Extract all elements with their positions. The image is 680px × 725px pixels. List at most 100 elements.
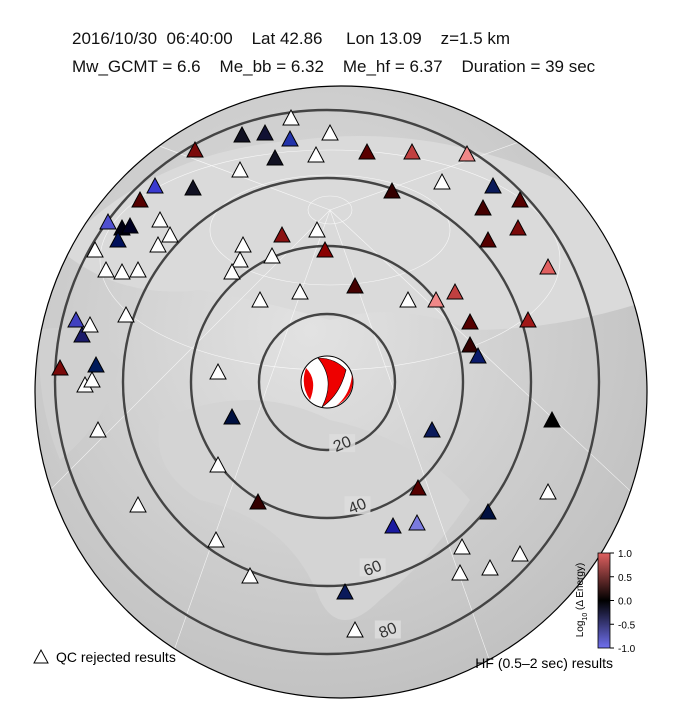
station [99, 212, 117, 230]
ring-label: 80 [377, 620, 400, 642]
ring-label: 40 [346, 495, 369, 517]
station [186, 140, 204, 158]
station [51, 358, 69, 376]
station [511, 190, 529, 208]
station [307, 145, 325, 163]
station [263, 246, 281, 264]
station [461, 335, 479, 353]
station [223, 262, 241, 280]
legend-qc-label: QC rejected results [56, 649, 176, 665]
ring-label-bg [344, 496, 371, 515]
station [423, 420, 441, 438]
ring-label: 20 [331, 433, 354, 455]
station [358, 142, 376, 160]
distance-ring [53, 108, 601, 656]
station [433, 172, 451, 190]
colorbar-label-sub: 10 [582, 613, 589, 621]
station [129, 495, 147, 513]
header-line1: 2016/10/30 06:40:00 Lat 42.86 Lon 13.09 … [72, 29, 510, 48]
colorbar: Log10 (Δ Energy) 1.0 0.5 0.0 -0.5 -1.0 [575, 549, 636, 655]
land [158, 400, 470, 620]
colorbar-tick-label: -1.0 [618, 644, 636, 655]
station [479, 502, 497, 520]
station [511, 544, 529, 562]
station [113, 262, 131, 280]
station [336, 582, 354, 600]
ring-label-bg [374, 620, 401, 639]
station [81, 315, 99, 333]
ring-label: 60 [361, 558, 384, 580]
colorbar-label-base: Log [575, 621, 586, 638]
station [266, 148, 284, 166]
station [451, 563, 469, 581]
station [384, 516, 402, 534]
station [86, 240, 104, 258]
station [251, 290, 269, 308]
station [109, 230, 127, 248]
station [256, 123, 274, 141]
station [129, 260, 147, 278]
colorbar-ramp [597, 552, 611, 649]
colorbar-label-rest: (Δ Energy) [575, 563, 586, 613]
colorbar-tick-label: -0.5 [618, 620, 636, 631]
station [67, 310, 85, 328]
station [149, 235, 167, 253]
station [474, 198, 492, 216]
station [231, 250, 249, 268]
station [481, 558, 499, 576]
station [231, 160, 249, 178]
station [484, 176, 502, 194]
station [316, 240, 334, 258]
station [151, 210, 169, 228]
header-line2: Mw_GCMT = 6.6 Me_bb = 6.32 Me_hf = 6.37 … [72, 57, 596, 76]
legend-qc: QC rejected results [33, 648, 176, 665]
station [207, 530, 225, 548]
station [479, 230, 497, 248]
station [403, 142, 421, 160]
station [461, 312, 479, 330]
station [543, 410, 561, 428]
legend-triangle [33, 648, 49, 664]
ring-label-bg [329, 434, 356, 453]
station [249, 492, 267, 510]
colorbar-tick-label: 0.5 [618, 573, 632, 584]
station [87, 355, 105, 373]
station [234, 235, 252, 253]
station [383, 181, 401, 199]
station [399, 290, 417, 308]
station [282, 108, 300, 126]
station [83, 370, 101, 388]
station [131, 190, 149, 208]
station [281, 129, 299, 147]
station [469, 346, 487, 364]
station [89, 420, 107, 438]
station [427, 290, 445, 308]
stations [51, 108, 561, 638]
distance-ring [257, 312, 397, 452]
station [509, 218, 527, 236]
station [346, 276, 364, 294]
station [184, 178, 202, 196]
station [209, 362, 227, 380]
legend-hf-label: HF (0.5–2 sec) results [475, 655, 613, 671]
station [321, 123, 339, 141]
station [273, 225, 291, 243]
station [539, 482, 557, 500]
station [97, 260, 115, 278]
station [308, 220, 326, 238]
station [291, 282, 309, 300]
station [121, 216, 139, 234]
station [346, 620, 364, 638]
colorbar-label: Log10 (Δ Energy) [575, 563, 589, 638]
colorbar-tick-label: 0.0 [618, 597, 632, 608]
station [519, 310, 537, 328]
station [446, 282, 464, 300]
station [117, 305, 135, 323]
ring-label-bg [359, 558, 386, 577]
station [241, 566, 259, 584]
station [453, 537, 471, 555]
colorbar-tick-label: 1.0 [618, 549, 632, 560]
station [409, 478, 427, 496]
station [458, 144, 476, 162]
